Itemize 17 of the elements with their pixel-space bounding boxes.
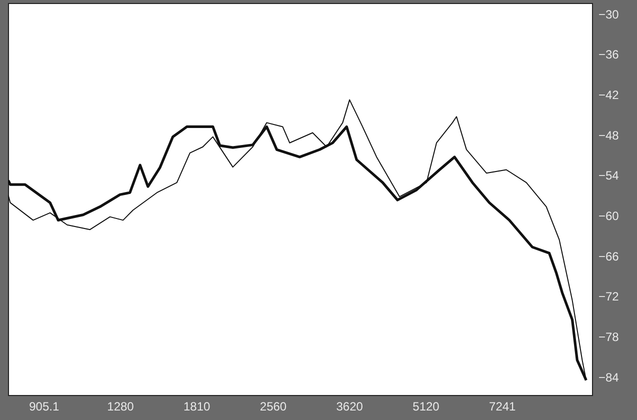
- x-tick-label: 1810: [183, 400, 211, 414]
- x-tick-label: 3620: [336, 400, 364, 414]
- x-tick-label: 7241: [489, 400, 516, 414]
- x-tick-label: 905.1: [29, 400, 60, 414]
- y-tick-label: −66: [598, 249, 620, 264]
- y-tick-label: −48: [598, 128, 620, 142]
- y-tick-label: −72: [598, 290, 620, 304]
- x-tick-label: 5120: [412, 400, 440, 414]
- y-tick-label: −30: [598, 7, 620, 22]
- x-tick-label: 2560: [260, 400, 287, 414]
- y-tick-label: −60: [598, 208, 620, 223]
- y-tick-label: −42: [598, 88, 620, 102]
- y-tick-label: −78: [598, 330, 620, 344]
- y-tick-label: −54: [598, 168, 620, 183]
- x-tick-label: 1280: [107, 400, 134, 414]
- y-tick-label: −36: [598, 48, 620, 62]
- y-tick-label: −84: [598, 370, 620, 384]
